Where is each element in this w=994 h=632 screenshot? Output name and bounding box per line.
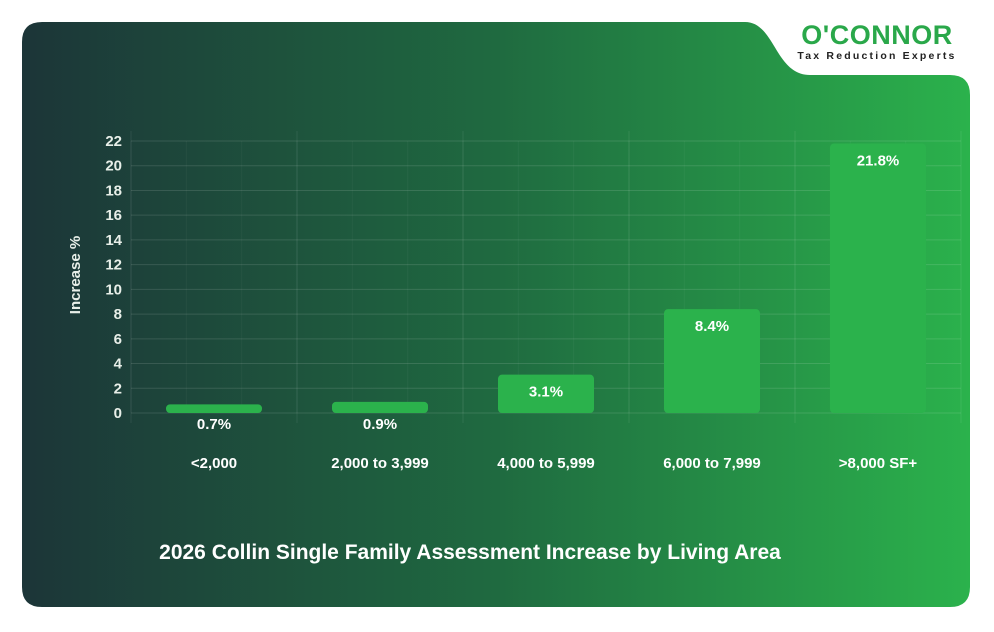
logo-tagline: Tax Reduction Experts	[797, 50, 957, 62]
y-tick-label: 20	[105, 158, 122, 175]
y-tick-label: 22	[105, 133, 122, 150]
bar	[830, 143, 926, 414]
data-label: 0.7%	[197, 416, 231, 433]
y-tick-label: 18	[105, 182, 122, 199]
y-tick-label: 12	[105, 257, 122, 274]
x-tick-label: <2,000	[191, 455, 237, 472]
data-label: 21.8%	[857, 152, 900, 169]
y-tick-label: 10	[105, 281, 122, 298]
bar	[498, 374, 594, 413]
y-tick-label: 0	[114, 405, 122, 422]
data-label: 8.4%	[695, 318, 729, 335]
y-tick-label: 14	[105, 232, 122, 249]
x-axis: <2,000 2,000 to 3,999 4,000 to 5,999 6,000 …	[191, 455, 918, 472]
x-tick-label: >8,000 SF+	[839, 455, 918, 472]
x-tick-label: 4,000 to 5,999	[497, 455, 595, 472]
y-tick-label: 6	[114, 331, 122, 348]
y-axis-label: Increase %	[67, 236, 84, 314]
bar	[166, 404, 262, 413]
y-tick-label: 2	[114, 380, 122, 397]
logo-name: O'CONNOR	[801, 20, 953, 50]
y-tick-label: 4	[114, 356, 123, 373]
data-label: 0.9%	[363, 416, 397, 433]
x-tick-label: 6,000 to 7,999	[663, 455, 761, 472]
bars: 0.7% 0.9% 3.1% 8.4% 21.8%	[166, 143, 926, 433]
bar	[332, 401, 428, 413]
chart-title: 2026 Collin Single Family Assessment Inc…	[159, 541, 781, 564]
y-tick-label: 16	[105, 207, 122, 224]
y-axis: 0 2 4 6 8 10 12 14 16 18 20 22	[105, 133, 122, 422]
oconnor-logo: O'CONNOR Tax Reduction Experts	[782, 20, 972, 62]
data-label: 3.1%	[529, 384, 563, 401]
x-tick-label: 2,000 to 3,999	[331, 455, 429, 472]
y-tick-label: 8	[114, 306, 122, 323]
bar	[664, 309, 760, 413]
